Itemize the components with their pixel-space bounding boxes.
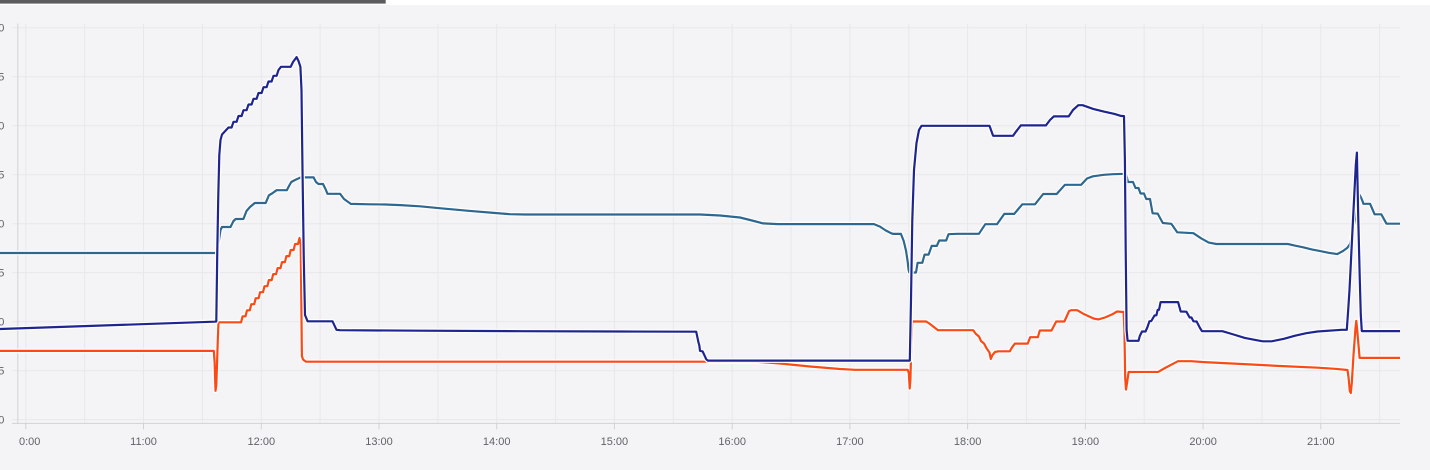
svg-text:19:00: 19:00 [1072, 436, 1100, 448]
svg-text:0:00: 0:00 [19, 436, 40, 448]
svg-text:10: 10 [0, 316, 4, 328]
svg-text:21:00: 21:00 [1307, 436, 1335, 448]
svg-text:30: 30 [0, 120, 4, 132]
svg-text:11:00: 11:00 [130, 436, 157, 448]
svg-text:15:00: 15:00 [601, 436, 629, 448]
svg-text:15: 15 [0, 267, 4, 279]
svg-text:13:00: 13:00 [365, 436, 393, 448]
svg-text:25: 25 [0, 169, 4, 181]
svg-text:20: 20 [0, 218, 4, 230]
svg-text:14:00: 14:00 [483, 436, 511, 448]
svg-text:20:00: 20:00 [1189, 436, 1217, 448]
svg-text:0: 0 [0, 414, 4, 426]
svg-text:17:00: 17:00 [836, 436, 864, 448]
svg-text:40: 40 [0, 22, 4, 34]
svg-text:12:00: 12:00 [248, 436, 276, 448]
svg-text:5: 5 [0, 365, 4, 377]
svg-text:18:00: 18:00 [954, 436, 982, 448]
svg-text:16:00: 16:00 [718, 436, 746, 448]
svg-text:35: 35 [0, 71, 4, 83]
